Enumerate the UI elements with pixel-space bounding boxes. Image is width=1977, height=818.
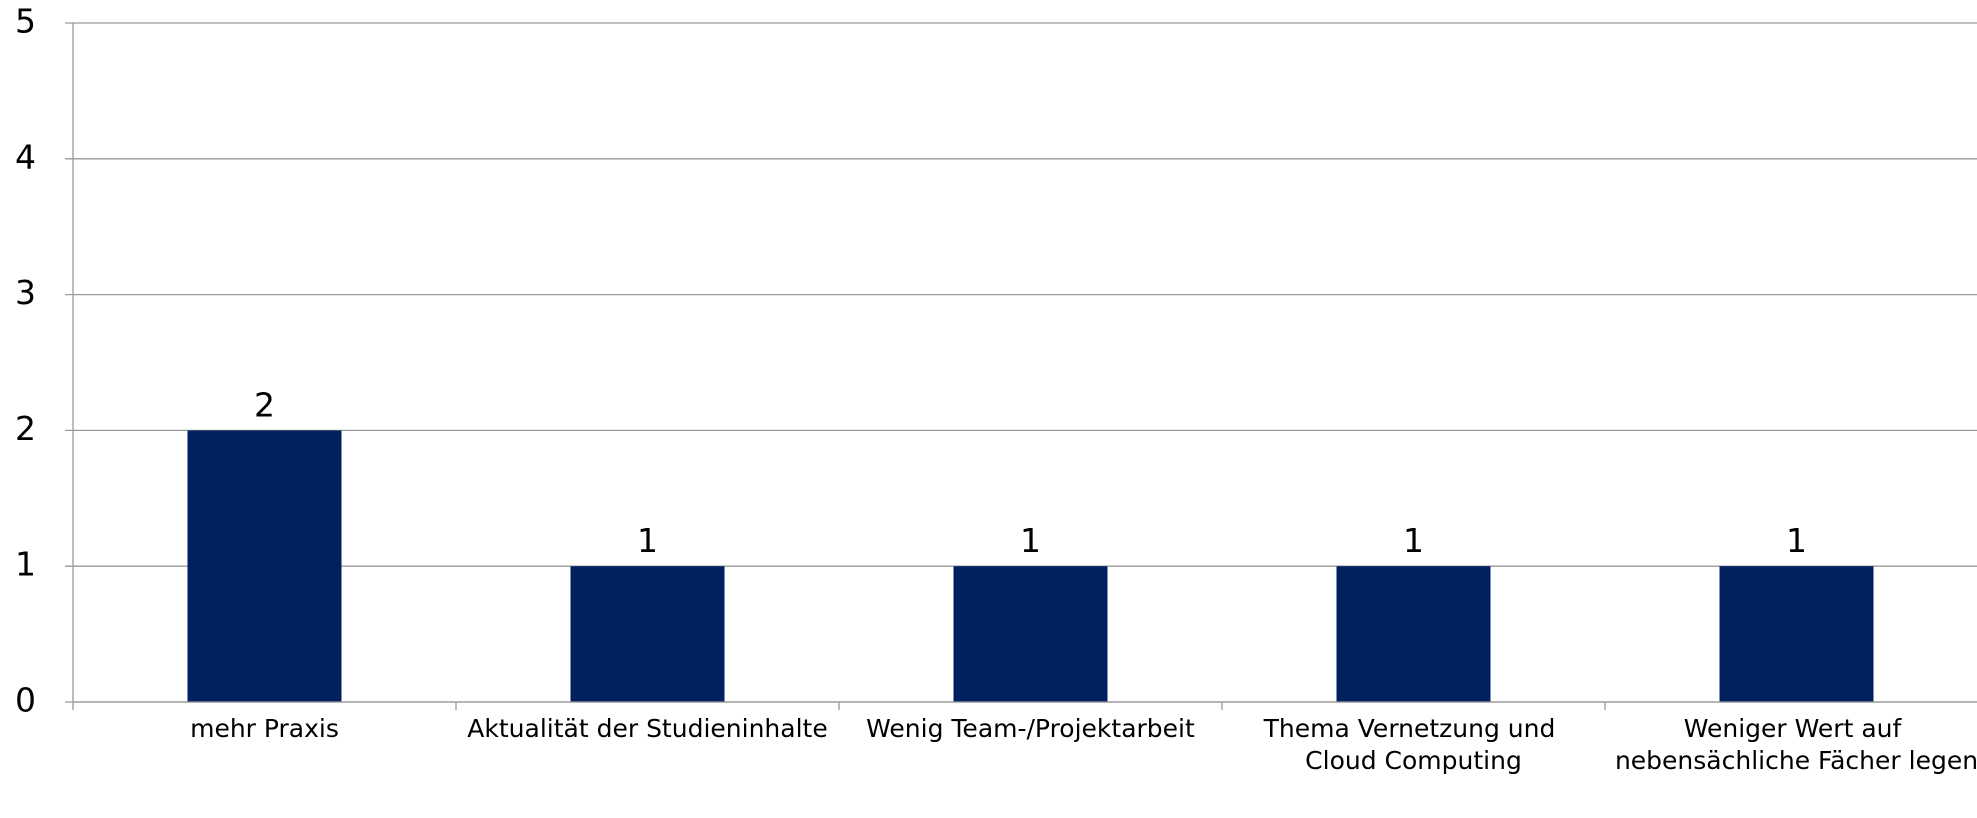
x-tick-label: Wenig Team-/Projektarbeit (866, 714, 1195, 743)
bar (1336, 566, 1491, 702)
label-line: Cloud Computing (1305, 746, 1522, 775)
bar (187, 430, 342, 702)
data-label: 1 (637, 521, 658, 560)
data-label: 1 (1786, 521, 1807, 560)
y-tick-label: 5 (15, 2, 36, 41)
label-line: nebensächliche Fächer legen (1615, 746, 1977, 775)
label-line: Weniger Wert auf (1684, 714, 1909, 743)
data-label: 1 (1020, 521, 1041, 560)
y-tick-label: 0 (15, 681, 36, 720)
label-line: Thema Vernetzung und (1263, 714, 1564, 743)
bar (953, 566, 1108, 702)
label-line: mehr Praxis (190, 714, 339, 743)
data-label: 1 (1403, 521, 1424, 560)
y-tick-label: 4 (15, 137, 36, 176)
x-tick-label: Aktualität der Studieninhalte (467, 714, 827, 743)
y-tick-label: 2 (15, 409, 36, 448)
x-tick-label: Weniger Wert auf nebensächliche Fächer l… (1615, 714, 1977, 775)
bar (1719, 566, 1874, 702)
y-tick-label: 3 (15, 273, 36, 312)
y-tick-label: 1 (15, 545, 36, 584)
label-line: Wenig Team-/Projektarbeit (866, 714, 1195, 743)
x-tick-label: Thema Vernetzung und Cloud Computing (1263, 714, 1564, 775)
bar (570, 566, 725, 702)
label-line: Aktualität der Studieninhalte (467, 714, 827, 743)
data-label: 2 (254, 385, 275, 424)
x-tick-label: mehr Praxis (190, 714, 339, 743)
